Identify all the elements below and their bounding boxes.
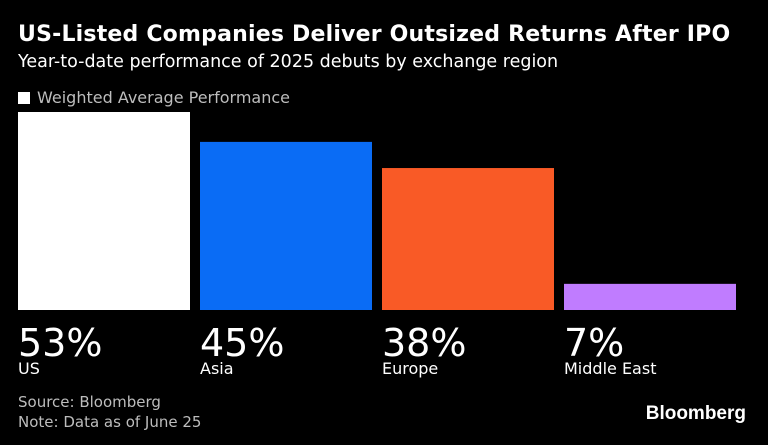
- legend: Weighted Average Performance: [18, 88, 290, 107]
- value-label-asia: 45%: [200, 321, 284, 365]
- category-label-asia: Asia: [200, 359, 234, 378]
- value-label-us: 53%: [18, 321, 102, 365]
- category-label-middle-east: Middle East: [564, 359, 656, 378]
- value-label-europe: 38%: [382, 321, 466, 365]
- chart-subtitle: Year-to-date performance of 2025 debuts …: [18, 52, 559, 72]
- bar-middle-east: [564, 283, 736, 310]
- source-note: Source: Bloomberg Note: Data as of June …: [18, 392, 201, 432]
- bar-europe: [382, 168, 554, 310]
- category-label-us: US: [18, 359, 40, 378]
- source-text: Source: Bloomberg: [18, 393, 161, 411]
- legend-label: Weighted Average Performance: [37, 88, 291, 107]
- note-text: Note: Data as of June 25: [18, 413, 202, 431]
- chart-title: US-Listed Companies Deliver Outsized Ret…: [18, 22, 731, 47]
- legend-swatch: [18, 91, 30, 104]
- bar-us: [18, 112, 190, 310]
- category-label-europe: Europe: [382, 359, 438, 378]
- bar-asia: [200, 141, 372, 310]
- bloomberg-logo: Bloomberg: [645, 403, 746, 424]
- value-label-middle-east: 7%: [564, 321, 624, 365]
